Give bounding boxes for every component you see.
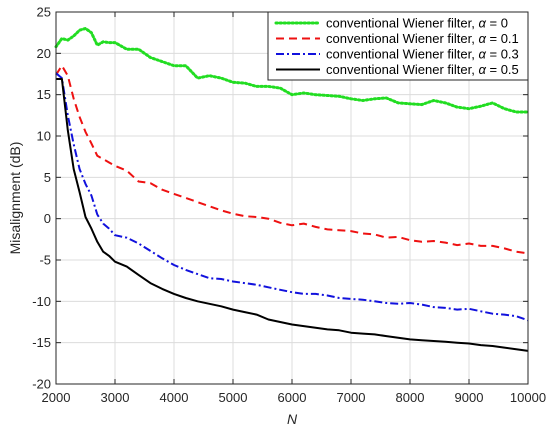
x-tick-label: 7000 bbox=[337, 390, 366, 405]
legend-label-0: conventional Wiener filter, α = 0 bbox=[326, 16, 508, 31]
x-tick-labels: 2000 3000 4000 5000 6000 7000 8000 9000 10000 bbox=[42, 390, 547, 405]
y-tick-label: 0 bbox=[44, 211, 51, 226]
y-tick-label: -5 bbox=[39, 253, 51, 268]
y-tick-label: -20 bbox=[32, 377, 51, 392]
legend-label-3: conventional Wiener filter, α = 0.5 bbox=[326, 62, 519, 77]
x-tick-label: 6000 bbox=[278, 390, 307, 405]
x-tick-label: 4000 bbox=[160, 390, 189, 405]
x-tick-label: 5000 bbox=[219, 390, 248, 405]
y-tick-label: 10 bbox=[37, 129, 51, 144]
y-tick-label: 25 bbox=[37, 5, 51, 20]
series-layer bbox=[54, 27, 530, 352]
series-line-2 bbox=[55, 72, 529, 322]
y-tick-label: 5 bbox=[44, 170, 51, 185]
x-tick-label: 3000 bbox=[101, 390, 130, 405]
legend-label-1: conventional Wiener filter, α = 0.1 bbox=[326, 31, 519, 46]
y-tick-labels: -20 -15 -10 -5 0 5 10 15 20 25 bbox=[32, 5, 51, 392]
legend: conventional Wiener filter, α = 0convent… bbox=[267, 11, 529, 81]
y-tick-label: 20 bbox=[37, 46, 51, 61]
series-line-0 bbox=[54, 27, 530, 114]
series-line-1 bbox=[55, 64, 529, 255]
y-axis-label: Misalignment (dB) bbox=[7, 142, 23, 255]
y-tick-label: -10 bbox=[32, 294, 51, 309]
x-axis-label: N bbox=[287, 411, 298, 427]
y-tick-label: 15 bbox=[37, 87, 51, 102]
y-tick-label: -15 bbox=[32, 335, 51, 350]
x-tick-label: 2000 bbox=[42, 390, 71, 405]
x-tick-label: 10000 bbox=[510, 390, 546, 405]
x-tick-label: 8000 bbox=[396, 390, 425, 405]
legend-label-2: conventional Wiener filter, α = 0.3 bbox=[326, 47, 519, 62]
x-tick-label: 9000 bbox=[455, 390, 484, 405]
series-line-3 bbox=[56, 78, 529, 352]
